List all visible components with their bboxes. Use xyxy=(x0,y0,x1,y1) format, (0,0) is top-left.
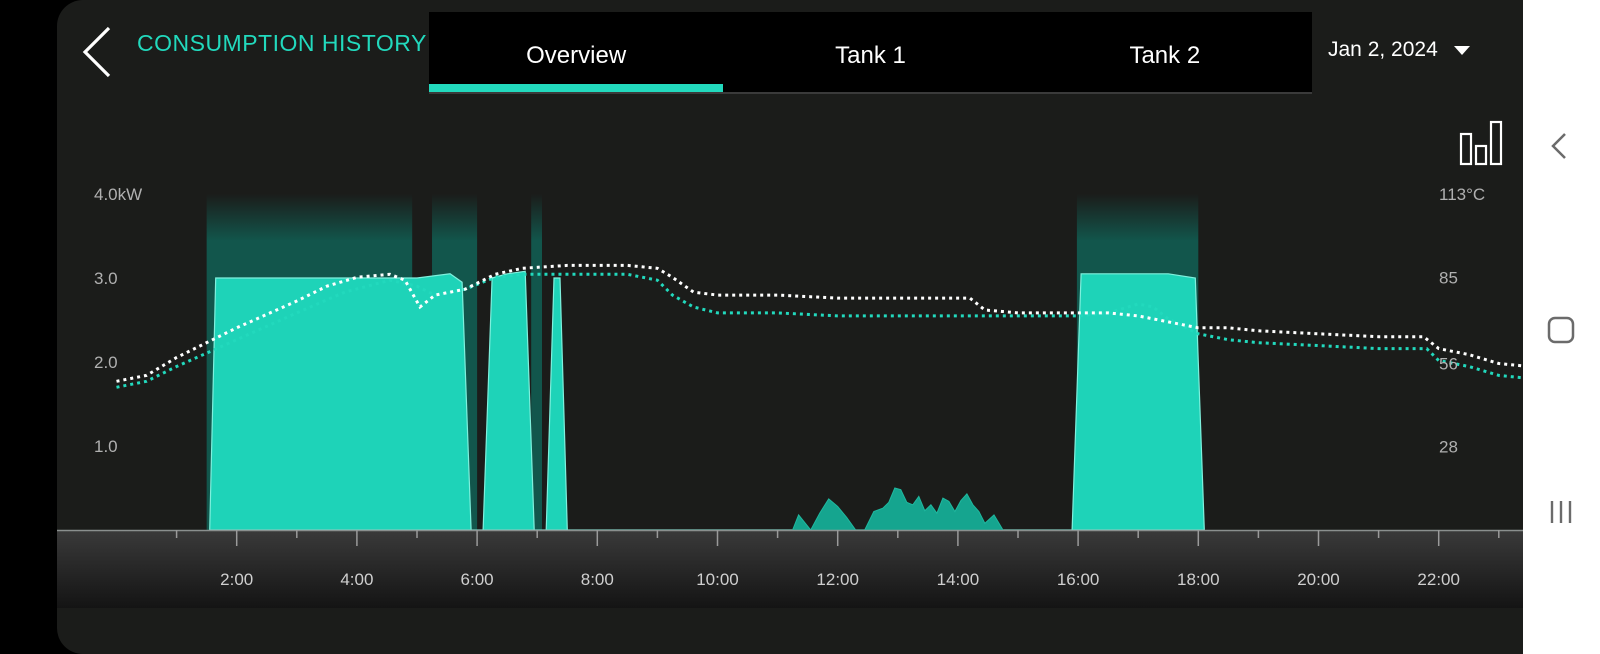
back-arrow-icon[interactable] xyxy=(79,22,119,82)
x-tick-label: 20:00 xyxy=(1297,570,1340,589)
x-tick-label: 4:00 xyxy=(340,570,373,589)
y-right-tick-label: 56 xyxy=(1439,354,1458,373)
page-title: CONSUMPTION HISTORY xyxy=(137,30,427,56)
tab-tank-2[interactable]: Tank 2 xyxy=(1129,42,1201,69)
power-area-small xyxy=(791,487,1004,531)
recents-icon[interactable] xyxy=(1541,492,1581,532)
bar-chart-icon[interactable] xyxy=(1459,120,1505,166)
x-tick-label: 18:00 xyxy=(1177,570,1220,589)
chevron-left-icon[interactable] xyxy=(1541,126,1581,166)
tab-tank-1[interactable]: Tank 1 xyxy=(835,42,906,69)
app-screen: CONSUMPTION HISTORY Overview Tank 1 Tank… xyxy=(57,0,1523,654)
tab-bar: Overview Tank 1 Tank 2 xyxy=(429,12,1312,94)
x-axis-band xyxy=(57,530,1523,608)
caret-down-icon xyxy=(1453,45,1470,55)
heating-period-2 xyxy=(531,194,543,530)
x-tick-label: 10:00 xyxy=(696,570,739,589)
y-right-tick-label: 28 xyxy=(1439,438,1458,457)
tab-overview[interactable]: Overview xyxy=(429,12,724,92)
square-home-icon[interactable] xyxy=(1541,310,1581,350)
x-tick-label: 14:00 xyxy=(937,570,980,589)
y-right-tick-label: 113°C xyxy=(1439,185,1485,204)
date-value: Jan 2, 2024 xyxy=(1328,38,1438,61)
date-dropdown[interactable]: Jan 2, 2024 xyxy=(1328,38,1470,62)
x-tick-label: 2:00 xyxy=(220,570,253,589)
x-tick-label: 22:00 xyxy=(1417,570,1460,589)
system-nav-bar xyxy=(1523,0,1600,654)
x-tick-label: 8:00 xyxy=(581,570,614,589)
y-left-tick-label: 2.0 xyxy=(94,353,118,372)
power-area xyxy=(209,270,1205,531)
y-left-tick-label: 4.0kW xyxy=(94,185,142,204)
consumption-chart: 2:00 4:00 6:00 8:00 10:00 12:00 14:00 16:00 18:0… xyxy=(57,185,1523,608)
x-tick-label: 16:00 xyxy=(1057,570,1100,589)
y-right-tick-label: 85 xyxy=(1439,268,1458,287)
y-left-tick-label: 1.0 xyxy=(94,437,118,456)
x-tick-label: 12:00 xyxy=(816,570,859,589)
y-left-tick-label: 3.0 xyxy=(94,269,118,288)
x-tick-label: 6:00 xyxy=(461,570,494,589)
temperature-line-white xyxy=(116,263,1523,383)
